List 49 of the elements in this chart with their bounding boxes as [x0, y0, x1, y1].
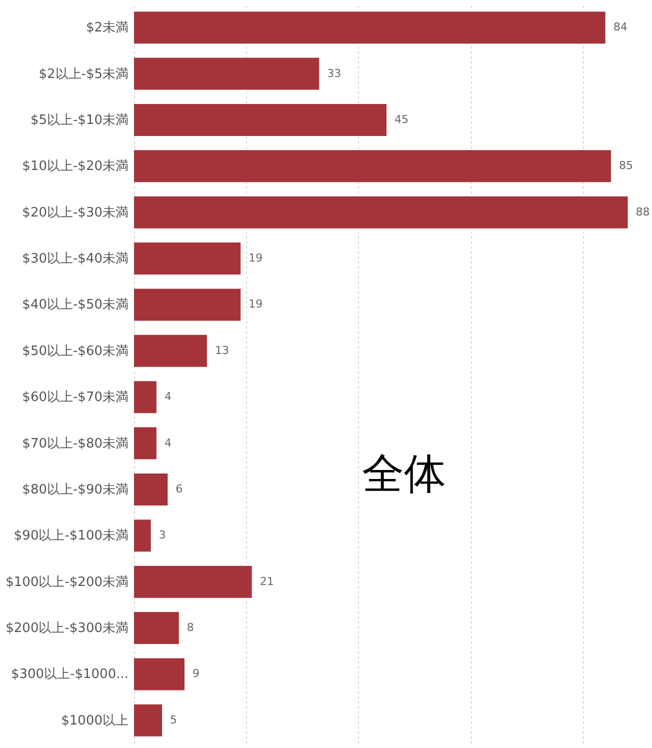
bar — [134, 381, 156, 414]
y-tick-label: $80以上-$90未満 — [22, 482, 128, 498]
data-label: 8 — [186, 621, 194, 634]
data-label: 45 — [394, 112, 408, 126]
data-label: 3 — [158, 528, 166, 542]
data-label: 19 — [248, 252, 263, 265]
bar — [134, 566, 252, 598]
bar — [134, 473, 168, 506]
data-label: 84 — [613, 20, 628, 34]
bar — [134, 334, 207, 367]
y-tick-label: $2未満 — [86, 20, 128, 36]
bar — [134, 288, 241, 321]
bar — [134, 12, 606, 44]
y-tick-label: $300以上-$1000... — [10, 667, 128, 682]
bar — [134, 242, 241, 275]
y-tick-label: $5以上-$10未満 — [30, 112, 128, 128]
y-tick-label: $90以上-$100未満 — [14, 528, 128, 544]
y-tick-label: $40以上-$50未満 — [22, 298, 128, 313]
data-label: 4 — [164, 390, 172, 404]
bar — [134, 58, 320, 90]
y-tick-label: $70以上-$80未満 — [22, 436, 128, 452]
bar — [134, 704, 162, 736]
data-label: 5 — [170, 713, 178, 726]
y-tick-label: $200以上-$300未満 — [6, 621, 128, 636]
y-tick-label: $30以上-$40未満 — [22, 252, 128, 267]
annotation: 全体 — [362, 449, 446, 498]
data-label: 21 — [260, 574, 274, 588]
bar — [134, 196, 628, 228]
data-label: 6 — [176, 482, 183, 496]
data-label: 4 — [164, 436, 172, 450]
y-tick-label: $100以上-$200未満 — [6, 574, 128, 590]
bar — [134, 658, 184, 690]
data-label: 88 — [636, 205, 650, 218]
y-tick-label: $60以上-$70未満 — [22, 390, 128, 406]
y-tick-label: $10以上-$20未満 — [22, 159, 128, 174]
bar — [134, 427, 156, 460]
y-tick-label: $2以上-$5未満 — [38, 66, 128, 82]
data-label: 33 — [327, 66, 342, 80]
y-tick-label: $20以上-$30未満 — [22, 205, 128, 220]
bar — [134, 104, 386, 136]
bar — [134, 520, 151, 552]
data-label: 85 — [618, 159, 633, 172]
data-label: 19 — [248, 298, 263, 311]
y-tick-label: $1000以上 — [61, 713, 128, 728]
data-label: 13 — [214, 344, 229, 357]
y-tick-label: $50以上-$60未満 — [22, 344, 128, 359]
data-label: 9 — [192, 667, 200, 680]
bar — [134, 150, 611, 182]
bar — [134, 612, 179, 644]
